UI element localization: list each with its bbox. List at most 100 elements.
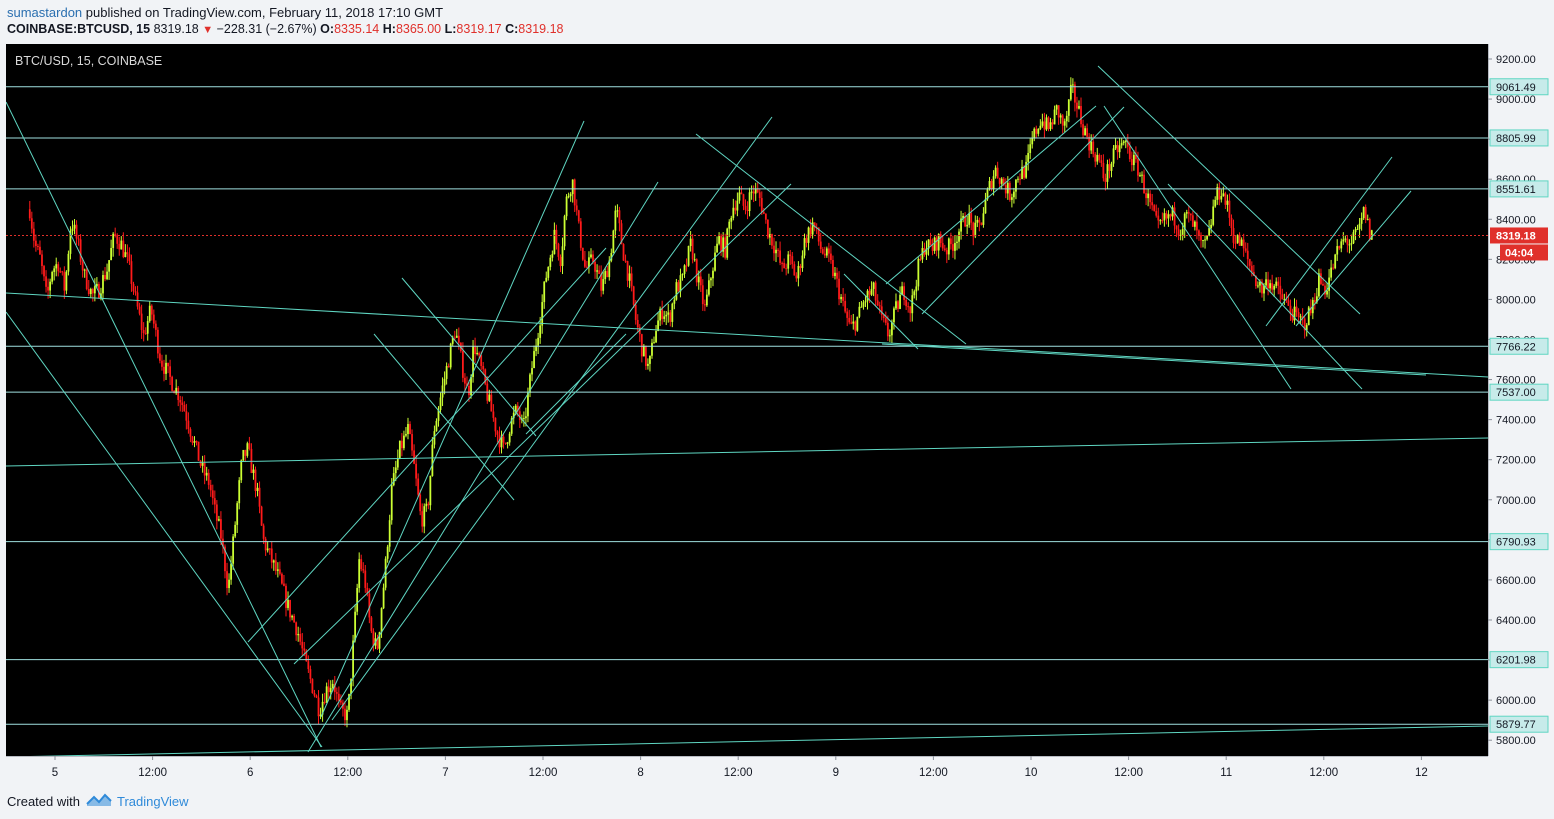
candle-up xyxy=(659,308,662,321)
candle-up xyxy=(242,449,245,461)
candle-down xyxy=(191,436,194,443)
candle-up xyxy=(899,294,901,309)
candle-down xyxy=(152,314,155,324)
candle-down xyxy=(1252,271,1255,276)
candle-up xyxy=(236,503,239,525)
level-price-label: 9061.49 xyxy=(1496,82,1536,94)
candle-down xyxy=(79,239,82,262)
candle-down xyxy=(838,278,840,300)
candle-down xyxy=(1061,115,1064,126)
candle-down xyxy=(734,207,737,211)
trend-line xyxy=(373,333,515,501)
candle-up xyxy=(124,252,127,258)
x-tick-label: 12:00 xyxy=(529,767,558,779)
candle-down xyxy=(575,205,578,211)
candle-down xyxy=(557,243,560,257)
candle-up xyxy=(1315,296,1318,303)
candle-down xyxy=(1230,217,1233,229)
candle-up xyxy=(110,247,113,261)
candle-down xyxy=(1218,187,1221,200)
candle-down xyxy=(415,463,418,479)
candle-up xyxy=(1124,141,1127,143)
candle-down xyxy=(996,167,999,178)
price-chart[interactable]: BTC/USD, 15, COINBASE5800.006000.006200.… xyxy=(6,44,1549,784)
trend-line xyxy=(331,116,773,721)
candle-down xyxy=(317,697,320,717)
y-tick-label: 9200.00 xyxy=(1496,54,1536,66)
candle-up xyxy=(1208,228,1211,236)
candle-up xyxy=(388,520,391,547)
y-tick-label: 8400.00 xyxy=(1496,214,1536,226)
candle-up xyxy=(89,289,92,295)
candle-up xyxy=(860,306,863,308)
candle-up xyxy=(864,301,867,303)
candle-up xyxy=(529,374,531,393)
candle-down xyxy=(1196,221,1198,231)
candle-up xyxy=(675,282,678,300)
candle-down xyxy=(1108,164,1111,171)
candle-up xyxy=(390,485,393,521)
candle-up xyxy=(1202,240,1204,242)
candle-down xyxy=(134,291,137,293)
candle-down xyxy=(59,271,62,273)
candle-down xyxy=(1189,213,1192,216)
candle-down xyxy=(868,290,871,295)
candle-down xyxy=(886,322,889,337)
candle-up xyxy=(775,249,777,254)
level-price-label: 8551.61 xyxy=(1496,184,1536,196)
candle-up xyxy=(201,462,204,466)
trend-line xyxy=(29,725,1488,756)
candle-down xyxy=(185,411,188,421)
candle-up xyxy=(642,345,645,357)
candle-down xyxy=(897,301,899,309)
candle-down xyxy=(502,436,505,443)
candle-up xyxy=(256,487,259,491)
trend-line xyxy=(320,120,585,718)
candle-up xyxy=(380,608,383,633)
trend-line xyxy=(307,181,659,753)
candle-down xyxy=(285,585,287,608)
candle-up xyxy=(1132,154,1135,166)
candle-down xyxy=(295,622,298,636)
candle-down xyxy=(480,355,483,366)
tradingview-logo-icon[interactable] xyxy=(86,792,112,808)
candle-up xyxy=(870,288,873,295)
candle-down xyxy=(1238,234,1241,246)
candle-up xyxy=(1269,283,1272,289)
candle-up xyxy=(1006,182,1009,194)
candle-up xyxy=(960,218,962,232)
candle-up xyxy=(705,294,708,306)
candle-down xyxy=(136,292,139,307)
candle-down xyxy=(87,289,90,295)
tradingview-brand-link[interactable]: TradingView xyxy=(117,794,189,809)
candle-down xyxy=(758,192,761,199)
candle-down xyxy=(360,559,363,570)
author-link[interactable]: sumastardon xyxy=(7,5,83,20)
candle-down xyxy=(832,260,834,277)
candle-up xyxy=(350,678,352,695)
candle-down xyxy=(368,593,371,618)
candle-up xyxy=(1025,161,1028,178)
level-price-label: 6790.93 xyxy=(1496,537,1536,549)
candle-down xyxy=(1126,141,1129,147)
candle-down xyxy=(669,312,672,322)
y-tick-label: 6600.00 xyxy=(1496,575,1536,587)
level-price-label: 8805.99 xyxy=(1496,133,1536,145)
candle-up xyxy=(1090,141,1093,151)
candle-down xyxy=(203,462,206,476)
candle-down xyxy=(77,238,80,240)
candle-down xyxy=(1289,305,1292,314)
candle-down xyxy=(150,305,153,315)
candle-down xyxy=(760,198,763,213)
candle-down xyxy=(878,305,881,307)
candle-down xyxy=(929,239,932,246)
candle-down xyxy=(1332,267,1335,269)
symbol-label: COINBASE:BTCUSD, 15 xyxy=(7,22,151,36)
candle-down xyxy=(1057,105,1060,118)
candle-up xyxy=(396,458,399,468)
candle-up xyxy=(563,216,566,247)
candle-up xyxy=(673,299,676,304)
candle-down xyxy=(461,351,464,378)
candle-down xyxy=(622,244,625,261)
candle-down xyxy=(1128,146,1131,160)
